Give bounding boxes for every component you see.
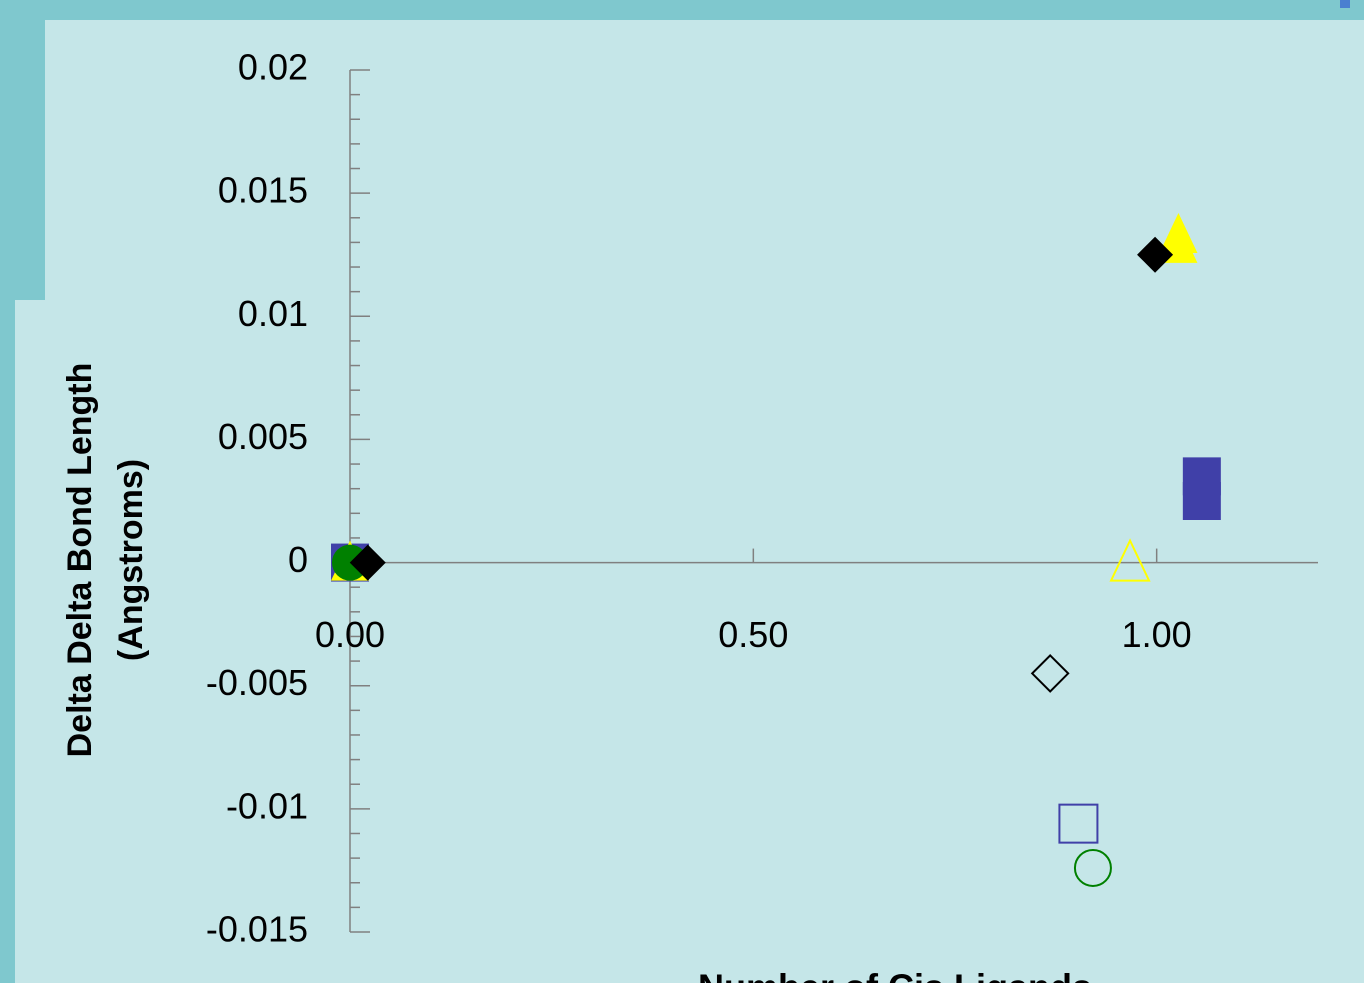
y-axis-title: (Angstroms): [112, 459, 150, 661]
y-tick-label: -0.015: [206, 909, 308, 950]
y-tick-label: 0.02: [238, 47, 308, 88]
corner-icon: [1340, 0, 1350, 8]
point: [349, 544, 386, 581]
x-axis-title: Number of Cis Ligands: [698, 967, 1092, 983]
point: [1073, 848, 1112, 887]
x-tick-label: 0.50: [718, 614, 788, 655]
point: [1182, 482, 1221, 520]
plot-panel-edge: [15, 300, 45, 983]
y-tick-label: 0.015: [218, 170, 308, 211]
point: [1030, 653, 1070, 693]
y-tick-label: 0.01: [238, 293, 308, 334]
plot-panel: [45, 20, 1364, 983]
y-axis-title: Delta Delta Bond Length: [61, 363, 99, 758]
x-tick-label: 0.00: [315, 614, 385, 655]
x-tick-label: 1.00: [1122, 614, 1192, 655]
y-tick-label: 0: [288, 539, 308, 580]
point: [1109, 538, 1151, 582]
point: [1137, 236, 1174, 273]
y-tick-label: 0.005: [218, 416, 308, 457]
point: [1058, 803, 1099, 844]
y-tick-label: -0.005: [206, 662, 308, 703]
y-tick-label: -0.01: [226, 785, 308, 826]
